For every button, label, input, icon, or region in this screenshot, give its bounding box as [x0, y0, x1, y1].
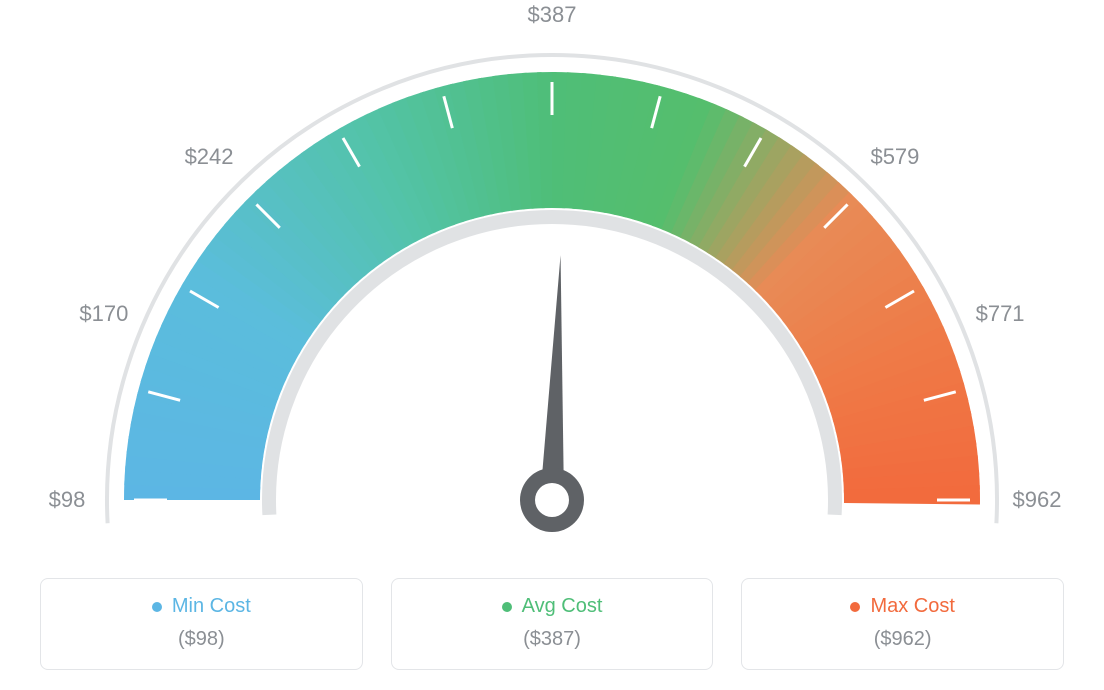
legend-label: Min Cost — [172, 595, 251, 618]
legend-value: ($98) — [51, 628, 352, 651]
legend-card: Max Cost ($962) — [741, 578, 1064, 670]
legend-label: Avg Cost — [522, 595, 603, 618]
tick-label: $170 — [79, 301, 128, 327]
legend-dot-icon — [152, 602, 162, 612]
tick-label: $387 — [528, 2, 577, 28]
tick-label: $242 — [185, 144, 234, 170]
needle-hub-inner — [535, 483, 569, 517]
gauge-needle — [540, 255, 564, 500]
tick-label: $579 — [870, 144, 919, 170]
legend-card: Avg Cost ($387) — [391, 578, 714, 670]
cost-gauge-chart: $98 $170 $242 $387 $579 $771 $962 Min Cost ($98… — [0, 0, 1104, 690]
gauge-area: $98 $170 $242 $387 $579 $771 $962 — [0, 0, 1104, 560]
legend-card: Min Cost ($98) — [40, 578, 363, 670]
legend-dot-icon — [502, 602, 512, 612]
legend-dot-icon — [850, 602, 860, 612]
legend-title: Max Cost — [850, 595, 954, 618]
tick-label: $962 — [1013, 487, 1062, 513]
tick-label: $98 — [49, 487, 86, 513]
legend-value: ($387) — [402, 628, 703, 651]
legend-row: Min Cost ($98) Avg Cost ($387) Max Cost ($962… — [40, 578, 1064, 670]
legend-value: ($962) — [752, 628, 1053, 651]
gauge-svg — [0, 0, 1104, 560]
legend-title: Min Cost — [152, 595, 251, 618]
tick-label: $771 — [976, 301, 1025, 327]
legend-title: Avg Cost — [502, 595, 603, 618]
legend-label: Max Cost — [870, 595, 954, 618]
